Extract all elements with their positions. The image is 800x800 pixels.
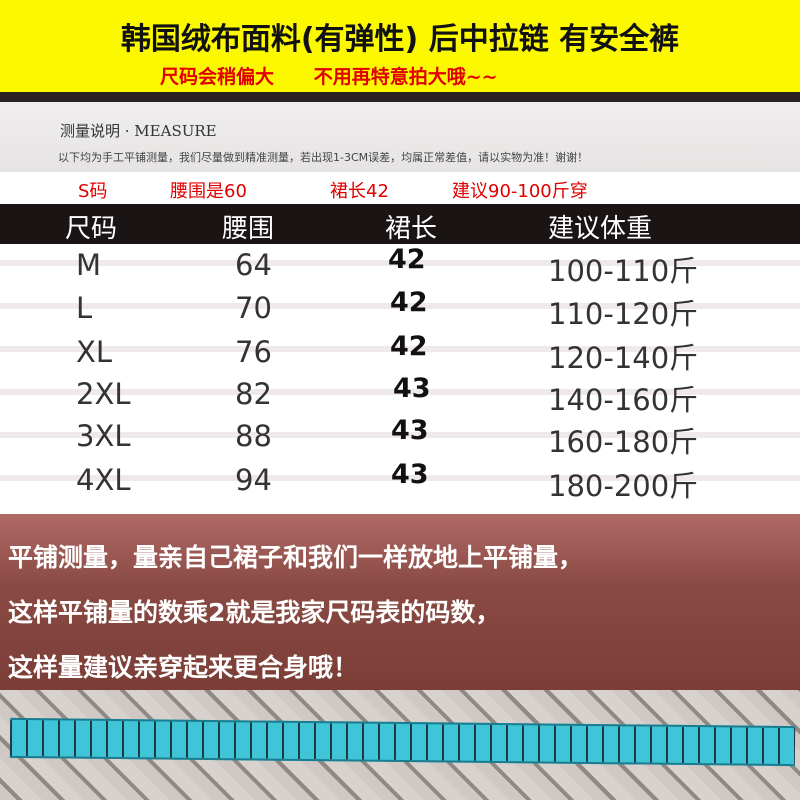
weight-cell: 180-200斤 — [548, 469, 699, 503]
weight-cell: 100-110斤 — [548, 254, 699, 288]
size-cell: 4XL — [76, 463, 131, 497]
weight-cell: 110-120斤 — [548, 297, 699, 331]
banner-title: 韩国绒布面料(有弹性) 后中拉链 有安全裤 — [120, 22, 680, 57]
waist-cell: 82 — [235, 377, 272, 411]
waist-cell: 94 — [235, 463, 272, 497]
size-cell: 2XL — [76, 377, 131, 411]
instruction-line: 这样平铺量的数乘2就是我家尺码表的码数， — [8, 598, 501, 627]
size-cell: XL — [76, 335, 113, 369]
example-text: 裙长42 — [330, 181, 389, 202]
measuring-tape — [9, 717, 796, 767]
example-text: 建议90-100斤穿 — [452, 181, 588, 202]
weight-cell: 160-180斤 — [548, 425, 699, 459]
column-header: 建议体重 — [548, 214, 653, 244]
table-header — [0, 204, 800, 244]
length-cell: 42 — [388, 244, 426, 275]
weight-cell: 120-140斤 — [548, 341, 699, 375]
instructions-panel — [0, 514, 800, 694]
banner-subtitle: 尺码会稍偏大 不用再特意拍大哦~~ — [160, 66, 498, 88]
length-cell: 43 — [391, 415, 429, 446]
column-header: 腰围 — [222, 214, 275, 244]
example-text: S码 — [78, 181, 108, 202]
measure-title: 测量说明 · MEASURE — [60, 122, 217, 140]
waist-cell: 64 — [235, 248, 272, 282]
measure-note: 以下均为手工平铺测量，我们尽量做到精准测量，若出现1-3CM误差，均属正常差值，… — [58, 151, 589, 164]
column-header: 尺码 — [65, 214, 118, 244]
example-row — [0, 172, 800, 204]
waist-cell: 88 — [235, 419, 272, 453]
column-header: 裙长 — [385, 214, 438, 244]
size-cell: 3XL — [76, 419, 131, 453]
banner — [0, 0, 800, 92]
size-cell: M — [76, 248, 102, 282]
instruction-line: 平铺测量，量亲自己裙子和我们一样放地上平铺量， — [8, 543, 584, 572]
weight-cell: 140-160斤 — [548, 383, 699, 417]
divider — [0, 92, 800, 102]
waist-cell: 70 — [235, 291, 272, 325]
length-cell: 42 — [390, 287, 428, 318]
example-text: 腰围是60 — [170, 181, 247, 202]
length-cell: 43 — [391, 459, 429, 490]
table-body — [0, 244, 800, 514]
measure-panel — [0, 102, 800, 172]
waist-cell: 76 — [235, 335, 272, 369]
length-cell: 42 — [390, 331, 428, 362]
length-cell: 43 — [393, 373, 431, 404]
instruction-line: 这样量建议亲穿起来更合身哦！ — [8, 653, 359, 682]
size-cell: L — [76, 291, 93, 325]
